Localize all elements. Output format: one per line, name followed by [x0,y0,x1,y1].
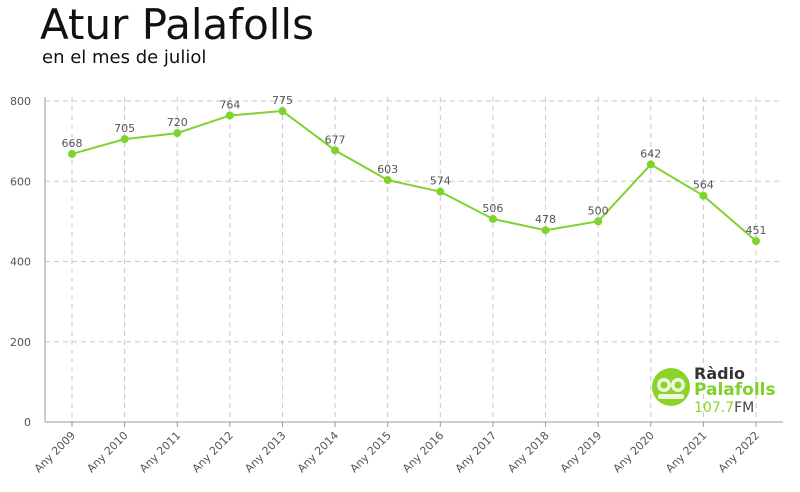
data-label: 677 [325,133,346,146]
data-label: 500 [588,204,609,217]
data-point [331,146,340,155]
series [68,107,760,246]
radio-palafolls-logo: Ràdio Palafolls 107.7FM [652,366,792,422]
y-tick-label: 800 [10,95,31,108]
x-tick-label: Any 2020 [611,429,657,475]
chart-subtitle: en el mes de juliol [42,47,207,68]
data-point [225,111,234,120]
data-point [699,191,708,200]
data-label: 564 [693,179,714,192]
data-point [120,135,129,144]
x-tick-label: Any 2022 [716,429,762,475]
y-tick-label: 400 [10,256,31,269]
data-point [278,107,287,116]
data-label: 451 [746,224,767,237]
y-tick-label: 200 [10,336,31,349]
x-tick-label: Any 2009 [32,429,78,475]
data-label: 668 [62,137,83,150]
data-point [173,129,182,138]
data-point [488,214,497,223]
x-tick-label: Any 2021 [663,429,709,475]
y-tick-label: 0 [24,416,31,429]
data-label: 506 [482,202,503,215]
x-tick-label: Any 2013 [242,429,288,475]
data-label: 720 [167,116,188,129]
data-label: 478 [535,213,556,226]
chart-title: Atur Palafolls [40,0,314,49]
data-label: 705 [114,122,135,135]
x-tick-label: Any 2011 [137,429,183,475]
data-label: 603 [377,163,398,176]
x-tick-label: Any 2010 [84,429,130,475]
data-point [594,217,603,226]
data-label: 574 [430,175,451,188]
radio-palafolls-logo-icon [652,368,690,406]
x-tick-label: Any 2019 [558,429,604,475]
data-point [68,149,76,158]
data-point [436,187,445,196]
x-tick-label: Any 2015 [347,429,393,475]
x-tick-label: Any 2017 [453,429,499,475]
data-point [752,237,760,246]
data-point [383,176,392,185]
series-line [71,110,757,242]
x-tick-label: Any 2018 [505,429,551,475]
data-labels: 668 705 720 764 775 677 603 574 506 478 500 642 564 4… [62,94,767,237]
data-label: 642 [640,147,661,160]
logo-band: FM [734,400,755,416]
logo-frequency: 107.7FM [694,401,754,415]
logo-frequency-number: 107.7 [694,400,735,416]
y-tick-label: 600 [10,175,31,188]
data-point [541,226,550,235]
data-label: 775 [272,94,293,107]
data-label: 764 [219,98,240,111]
data-point [646,160,655,169]
x-tick-label: Any 2012 [190,429,236,475]
x-tick-label: Any 2014 [295,429,341,475]
logo-text-radio: Ràdio [694,364,746,383]
x-tick-label: Any 2016 [400,429,446,475]
logo-text-palafolls: Palafolls [694,380,776,400]
